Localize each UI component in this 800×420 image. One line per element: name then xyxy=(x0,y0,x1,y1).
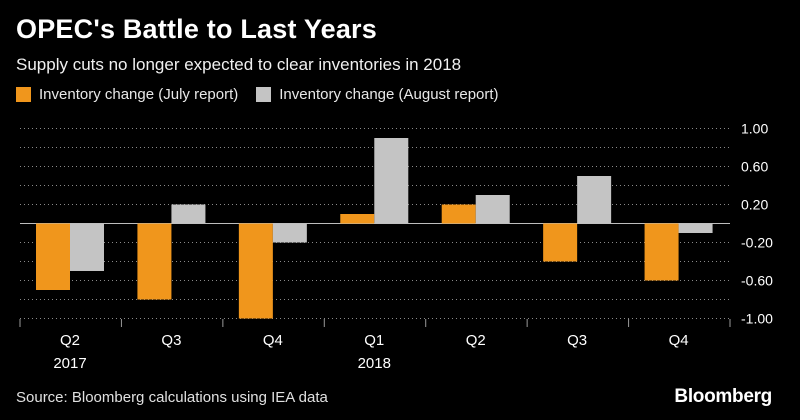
bar-august xyxy=(70,223,104,271)
bar-august xyxy=(171,204,206,224)
y-tick-label: 0.20 xyxy=(741,197,768,213)
y-tick-label: -0.60 xyxy=(741,273,773,289)
bar-july xyxy=(137,223,172,300)
legend-item-july: Inventory change (July report) xyxy=(16,86,238,103)
chart-subtitle: Supply cuts no longer expected to clear … xyxy=(16,55,462,74)
bar-july xyxy=(543,223,578,262)
x-year-label: 2018 xyxy=(358,355,391,372)
x-tick-label: Q4 xyxy=(263,332,283,349)
x-year-label: 2017 xyxy=(53,355,86,372)
x-tick-label: Q2 xyxy=(466,332,486,349)
x-tick-label: Q4 xyxy=(669,332,689,349)
bar-august xyxy=(577,176,612,224)
legend-label-july: Inventory change (July report) xyxy=(39,86,239,103)
bar-august xyxy=(272,223,307,243)
bar-july xyxy=(36,223,70,290)
y-tick-label: -0.20 xyxy=(741,235,773,251)
legend-item-august: Inventory change (August report) xyxy=(256,86,499,103)
bar-july xyxy=(644,223,679,281)
legend-swatch-august xyxy=(256,87,272,102)
bloomberg-logo: Bloomberg xyxy=(674,386,772,407)
bar-august xyxy=(475,195,510,224)
x-tick-label: Q2 xyxy=(60,332,80,349)
bar-july xyxy=(441,204,476,224)
x-tick-label: Q3 xyxy=(161,332,181,349)
y-tick-label: 1.00 xyxy=(741,121,768,137)
source-note: Source: Bloomberg calculations using IEA… xyxy=(16,389,328,406)
y-tick-label: -1.00 xyxy=(741,311,773,327)
x-tick-label: Q1 xyxy=(364,332,384,349)
bar-july xyxy=(340,214,375,224)
x-tick-label: Q3 xyxy=(567,332,587,349)
y-tick-label: 0.60 xyxy=(741,159,768,175)
bar-july xyxy=(238,223,273,319)
legend-label-august: Inventory change (August report) xyxy=(279,86,499,103)
bar-august xyxy=(374,138,409,224)
legend-swatch-july xyxy=(16,87,31,102)
legend: Inventory change (July report) Inventory… xyxy=(16,86,517,103)
bar-august xyxy=(678,223,713,233)
chart-title: OPEC's Battle to Last Years xyxy=(16,14,377,44)
